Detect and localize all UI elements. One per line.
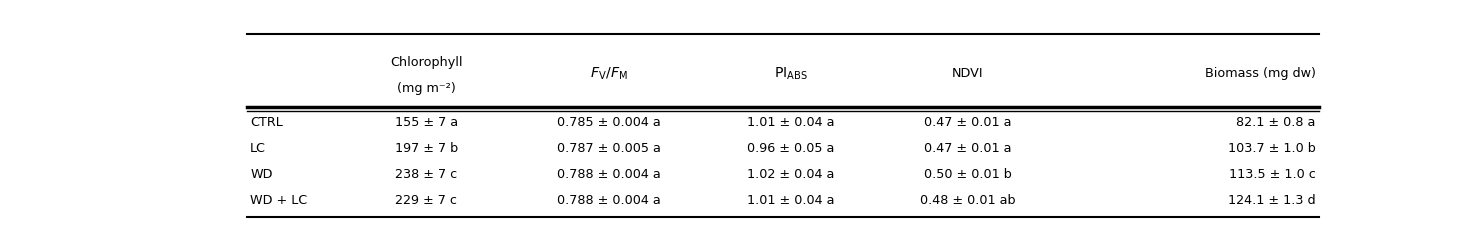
Text: 0.785 ± 0.004 a: 0.785 ± 0.004 a <box>556 116 661 129</box>
Text: 238 ± 7 c: 238 ± 7 c <box>396 168 458 181</box>
Text: 0.48 ± 0.01 ab: 0.48 ± 0.01 ab <box>920 194 1016 207</box>
Text: 0.47 ± 0.01 a: 0.47 ± 0.01 a <box>924 142 1011 155</box>
Text: 229 ± 7 c: 229 ± 7 c <box>396 194 458 207</box>
Text: 0.787 ± 0.005 a: 0.787 ± 0.005 a <box>556 142 661 155</box>
Text: 113.5 ± 1.0 c: 113.5 ± 1.0 c <box>1229 168 1316 181</box>
Text: (mg m⁻²): (mg m⁻²) <box>397 82 456 95</box>
Text: 0.788 ± 0.004 a: 0.788 ± 0.004 a <box>556 194 661 207</box>
Text: 124.1 ± 1.3 d: 124.1 ± 1.3 d <box>1228 194 1316 207</box>
Text: Biomass (mg dw): Biomass (mg dw) <box>1204 67 1316 80</box>
Text: CTRL: CTRL <box>250 116 283 129</box>
Text: LC: LC <box>250 142 266 155</box>
Text: 0.788 ± 0.004 a: 0.788 ± 0.004 a <box>556 168 661 181</box>
Text: 103.7 ± 1.0 b: 103.7 ± 1.0 b <box>1228 142 1316 155</box>
Text: WD + LC: WD + LC <box>250 194 308 207</box>
Text: $\mathrm{PI}_\mathrm{ABS}$: $\mathrm{PI}_\mathrm{ABS}$ <box>774 65 808 82</box>
Text: 82.1 ± 0.8 a: 82.1 ± 0.8 a <box>1236 116 1316 129</box>
Text: 0.50 ± 0.01 b: 0.50 ± 0.01 b <box>924 168 1011 181</box>
Text: Chlorophyll: Chlorophyll <box>390 56 462 69</box>
Text: 0.96 ± 0.05 a: 0.96 ± 0.05 a <box>748 142 835 155</box>
Text: 155 ± 7 a: 155 ± 7 a <box>394 116 458 129</box>
Text: 1.01 ± 0.04 a: 1.01 ± 0.04 a <box>748 194 835 207</box>
Text: 1.01 ± 0.04 a: 1.01 ± 0.04 a <box>748 116 835 129</box>
Text: 0.47 ± 0.01 a: 0.47 ± 0.01 a <box>924 116 1011 129</box>
Text: 197 ± 7 b: 197 ± 7 b <box>394 142 458 155</box>
Text: 1.02 ± 0.04 a: 1.02 ± 0.04 a <box>748 168 835 181</box>
Text: WD: WD <box>250 168 272 181</box>
Text: NDVI: NDVI <box>952 67 983 80</box>
Text: $\mathit{F}_\mathrm{V}/\mathit{F}_\mathrm{M}$: $\mathit{F}_\mathrm{V}/\mathit{F}_\mathr… <box>590 65 627 82</box>
